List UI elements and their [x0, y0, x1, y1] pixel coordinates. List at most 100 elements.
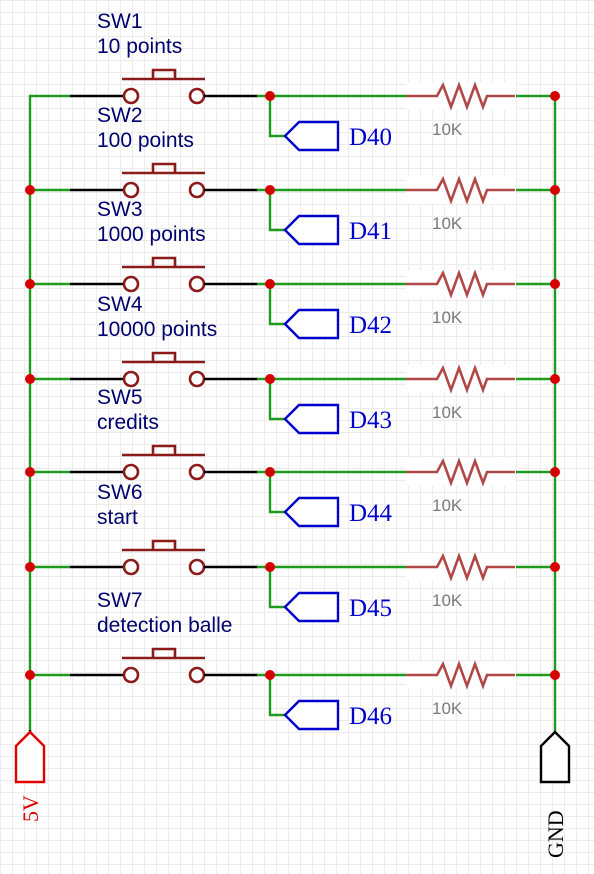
net-label-flag: [283, 214, 340, 246]
net-branch-wire: [268, 282, 287, 326]
switch-contact-right: [188, 275, 206, 293]
junction-dot-node: [265, 467, 275, 477]
junction-dot-gnd: [550, 562, 560, 572]
switch-name-label: SW4: [97, 293, 143, 316]
net-label-flag: [283, 308, 340, 340]
net-label-flag: [283, 591, 340, 623]
5v-power-port: [14, 730, 46, 784]
net-name-label: D40: [349, 124, 392, 151]
switch-description-label: 1000 points: [97, 223, 206, 246]
junction-dot-gnd: [550, 279, 560, 289]
net-label-flag: [283, 699, 340, 731]
switch-name-label: SW5: [97, 386, 143, 409]
resistor-value-label: 10K: [432, 214, 463, 233]
switch-name-label: SW3: [97, 198, 143, 221]
net-name-label: D42: [349, 312, 392, 339]
resistor-value-label: 10K: [432, 403, 463, 422]
switch-contact-left: [122, 463, 140, 481]
junction-dot-5v: [25, 374, 35, 384]
net-branch-wire: [268, 188, 287, 232]
pull-down-resistor: [406, 660, 515, 690]
junction-dot-node: [265, 185, 275, 195]
net-name-label: D43: [349, 407, 392, 434]
junction-dot-5v: [25, 279, 35, 289]
switch-contact-right: [188, 463, 206, 481]
net-name-label: D41: [349, 218, 392, 245]
switch-contact-left: [122, 181, 140, 199]
net-label-flag: [283, 403, 340, 435]
switch-contact-left: [122, 558, 140, 576]
gnd-rail-label: GND: [543, 810, 568, 858]
switch-button-cap: [151, 68, 177, 79]
net-label-flag: [283, 120, 340, 152]
switch-contact-left: [122, 370, 140, 388]
pull-down-resistor: [406, 552, 515, 582]
switch-contact-left: [122, 87, 140, 105]
net-name-label: D44: [349, 500, 393, 527]
resistor-value-label: 10K: [432, 699, 463, 718]
net-branch-wire: [268, 565, 287, 609]
junction-dot-node: [265, 562, 275, 572]
gnd-power-port: [539, 730, 571, 784]
net-name-label: D45: [349, 595, 392, 622]
switch-description-label: 10 points: [97, 35, 182, 58]
switch-button-cap: [151, 444, 177, 455]
switch-description-label: 10000 points: [97, 318, 217, 341]
switch-contact-right: [188, 558, 206, 576]
pull-down-resistor: [406, 364, 515, 394]
switch-button-cap: [151, 539, 177, 550]
switch-button-cap: [151, 647, 177, 658]
switch-description-label: credits: [97, 411, 159, 434]
switch-description-label: 100 points: [97, 129, 194, 152]
junction-dot-gnd: [550, 670, 560, 680]
pull-down-resistor: [406, 175, 515, 205]
switch-description-label: start: [97, 506, 138, 529]
junction-dot-gnd: [550, 374, 560, 384]
switch-contact-right: [188, 181, 206, 199]
junction-dot-5v: [25, 670, 35, 680]
switch-button-cap: [151, 351, 177, 362]
net-label-flag: [283, 496, 340, 528]
junction-dot-5v: [25, 185, 35, 195]
junction-dot-gnd: [550, 185, 560, 195]
junction-dot-gnd: [550, 467, 560, 477]
switch-name-label: SW1: [97, 10, 143, 33]
switch-name-label: SW6: [97, 481, 143, 504]
net-name-label: D46: [349, 703, 392, 730]
net-branch-wire: [268, 470, 287, 514]
5v-rail-label: 5V: [18, 795, 43, 822]
junction-dot-node: [265, 279, 275, 289]
net-branch-wire: [268, 673, 287, 717]
switch-contact-right: [188, 666, 206, 684]
net-branch-wire: [268, 94, 287, 138]
resistor-value-label: 10K: [432, 591, 463, 610]
resistor-value-label: 10K: [432, 308, 463, 327]
pull-down-resistor: [406, 269, 515, 299]
switch-contact-left: [122, 666, 140, 684]
pull-down-resistor: [406, 81, 515, 111]
switch-button-cap: [151, 162, 177, 173]
switch-contact-right: [188, 370, 206, 388]
switch-name-label: SW7: [97, 589, 143, 612]
switch-button-cap: [151, 256, 177, 267]
junction-dot-gnd: [550, 91, 560, 101]
switch-name-label: SW2: [97, 104, 143, 127]
junction-dot-5v: [25, 562, 35, 572]
junction-dot-5v: [25, 467, 35, 477]
switch-description-label: detection balle: [97, 614, 232, 637]
net-branch-wire: [268, 377, 287, 421]
junction-dot-node: [265, 91, 275, 101]
switch-contact-right: [188, 87, 206, 105]
resistor-value-label: 10K: [432, 496, 463, 515]
pull-down-resistor: [406, 457, 515, 487]
junction-dot-node: [265, 374, 275, 384]
switch-contact-left: [122, 275, 140, 293]
